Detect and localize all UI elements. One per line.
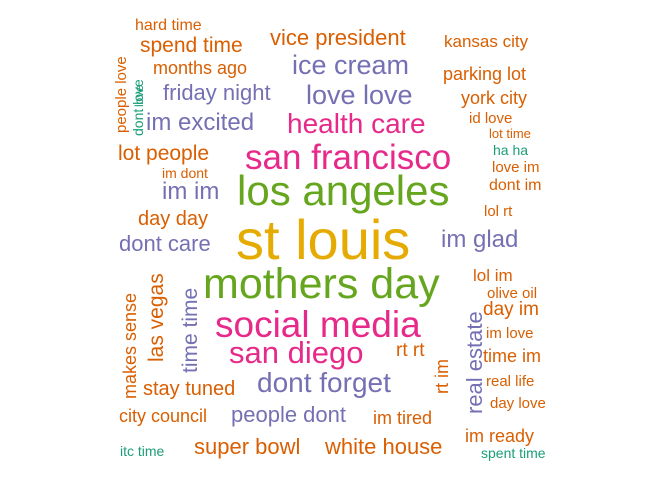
word-hard-time: hard time: [135, 17, 202, 34]
word-time-im: time im: [483, 346, 541, 366]
word-im-love: im love: [486, 325, 534, 342]
word-olive-oil: olive oil: [487, 285, 538, 302]
word-vice-president: vice president: [270, 25, 406, 50]
word-rt-im: rt im: [432, 359, 452, 394]
word-love-love: love love: [306, 80, 413, 110]
word-im-glad: im glad: [441, 226, 519, 253]
word-los-angeles: los angeles: [237, 167, 450, 214]
word-york-city: york city: [461, 88, 528, 108]
word-people-love: people love: [113, 56, 130, 133]
word-time-time: time time: [179, 287, 202, 373]
word-friday-night: friday night: [163, 80, 271, 105]
word-months-ago: months ago: [153, 58, 248, 78]
word-dont-forget: dont forget: [257, 367, 391, 398]
word-lol-rt: lol rt: [484, 203, 513, 220]
word-id-love: id love: [469, 110, 513, 127]
word-parking-lot: parking lot: [443, 64, 527, 84]
word-ice-cream: ice cream: [292, 50, 410, 80]
word-lol-im: lol im: [473, 266, 513, 285]
word-white-house: white house: [325, 434, 443, 459]
word-day-day: day day: [138, 208, 209, 230]
word-st-louis: st louis: [236, 208, 411, 271]
word-love: love: [132, 84, 146, 107]
word-ha-ha: ha ha: [493, 142, 529, 158]
word-lot-people: lot people: [118, 142, 210, 165]
word-mothers-day: mothers day: [203, 260, 440, 308]
word-super-bowl: super bowl: [194, 434, 301, 459]
word-kansas-city: kansas city: [444, 32, 529, 51]
word-day-im: day im: [483, 299, 539, 320]
word-real-estate: real estate: [462, 311, 487, 414]
word-rt-rt: rt rt: [396, 340, 425, 361]
word-itc-time: itc time: [120, 443, 165, 459]
word-makes-sense: makes sense: [120, 292, 140, 399]
word-dont-care: dont care: [119, 231, 211, 256]
word-dont-im: dont im: [489, 177, 542, 194]
word-san-francisco: san francisco: [245, 138, 452, 177]
word-health-care: health care: [287, 108, 426, 139]
word-spent-time: spent time: [481, 445, 546, 461]
word-spend-time: spend time: [140, 34, 243, 57]
word-im-tired: im tired: [373, 408, 433, 428]
word-san-diego: san diego: [229, 335, 364, 370]
word-real-life: real life: [486, 373, 535, 390]
word-people-dont: people dont: [231, 402, 346, 427]
word-im-im: im im: [162, 178, 220, 205]
word-day-love: day love: [490, 395, 546, 412]
word-lot-time: lot time: [489, 126, 531, 141]
word-love-im: love im: [492, 159, 540, 176]
word-im-ready: im ready: [465, 426, 535, 446]
word-city-council: city council: [119, 406, 208, 426]
word-im-dont: im dont: [162, 165, 208, 181]
word-social-media: social media: [215, 304, 421, 345]
word-las-vegas: las vegas: [145, 273, 168, 362]
word-stay-tuned: stay tuned: [143, 378, 236, 400]
word-im-excited: im excited: [146, 109, 255, 136]
